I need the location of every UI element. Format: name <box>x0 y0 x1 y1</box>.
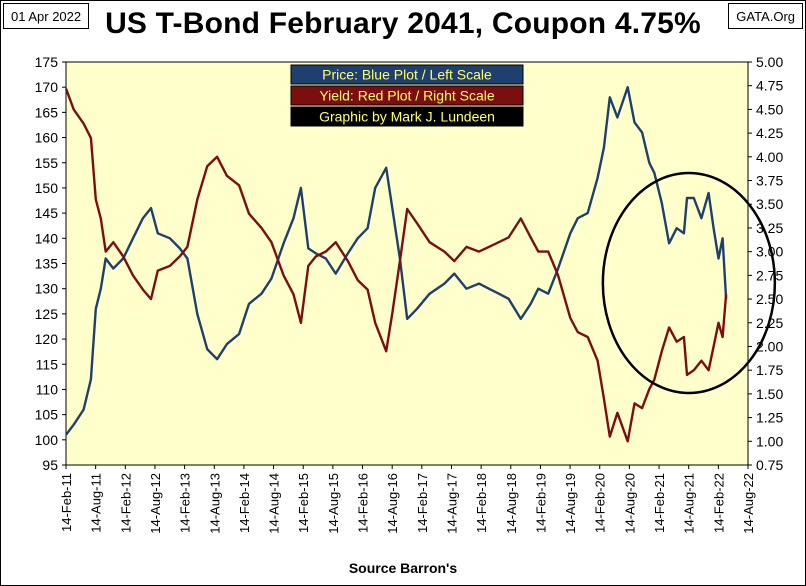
right-axis-tick-label: 2.00 <box>756 338 783 354</box>
x-axis-tick-label: 14-Aug-11 <box>89 473 104 533</box>
right-axis-tick-label: 3.00 <box>756 244 783 260</box>
chart-title: US T-Bond February 2041, Coupon 4.75% <box>105 7 701 40</box>
legend-label-1: Price: Blue Plot / Left Scale <box>322 67 492 83</box>
x-axis-tick-label: 14-Feb-21 <box>652 473 667 533</box>
left-axis-tick-label: 155 <box>35 155 59 171</box>
legend-box-1 <box>290 64 524 85</box>
x-axis-tick-label: 14-Aug-21 <box>682 473 697 534</box>
left-axis-tick-label: 100 <box>35 432 59 448</box>
legend-box-2 <box>290 85 524 106</box>
x-axis-tick-label: 14-Feb-14 <box>237 473 252 533</box>
left-axis-tick-label: 145 <box>35 205 59 221</box>
left-axis-tick-label: 95 <box>42 457 58 473</box>
left-axis-tick-label: 140 <box>35 230 59 246</box>
right-axis-tick-label: 2.50 <box>756 291 783 307</box>
left-axis-tick-label: 130 <box>35 281 59 297</box>
x-axis-label: Source Barron's <box>348 560 458 576</box>
left-axis-tick-label: 150 <box>35 180 59 196</box>
site-label: GATA.Org <box>728 3 803 29</box>
x-axis-tick-label: 14-Feb-12 <box>118 473 133 533</box>
right-axis-tick-label: 4.75 <box>756 78 783 94</box>
right-axis-tick-label: 3.25 <box>756 220 783 236</box>
legend-label-3: Graphic by Mark J. Lundeen <box>319 109 495 125</box>
plot-area <box>65 61 749 466</box>
highlight-circle <box>601 171 777 395</box>
left-axis-tick-label: 165 <box>35 104 59 120</box>
right-axis-tick-label: 1.75 <box>756 362 783 378</box>
right-axis-tick-label: 4.00 <box>756 149 783 165</box>
x-axis-tick-label: 14-Feb-15 <box>296 473 311 533</box>
right-axis-tick-label: 1.50 <box>756 386 783 402</box>
right-axis-tick-label: 3.50 <box>756 196 783 212</box>
right-axis-tick-label: 4.50 <box>756 101 783 117</box>
series-price-line <box>65 85 728 436</box>
x-axis-tick-label: 14-Aug-17 <box>444 473 459 534</box>
x-axis-tick-label: 14-Feb-11 <box>59 473 74 532</box>
left-axis-tick-label: 115 <box>36 356 59 372</box>
x-axis-tick-label: 14-Feb-13 <box>178 473 193 533</box>
date-label: 01 Apr 2022 <box>3 3 90 29</box>
right-axis-tick-label: 0.75 <box>756 457 783 473</box>
right-axis-tick-label: 1.00 <box>756 433 783 449</box>
series-yield-line <box>64 88 728 443</box>
x-axis-tick-label: 14-Aug-18 <box>504 473 519 534</box>
left-axis-tick-label: 175 <box>35 54 59 70</box>
x-axis-tick-label: 14-Feb-22 <box>711 473 726 533</box>
left-axis-tick-label: 125 <box>35 306 59 322</box>
left-axis-tick-label: 160 <box>35 130 59 146</box>
left-axis-tick-label: 105 <box>35 407 59 423</box>
x-axis-tick-label: 14-Aug-13 <box>207 473 222 534</box>
right-axis-tick-label: 2.75 <box>756 267 783 283</box>
x-axis-tick-label: 14-Aug-12 <box>148 473 163 534</box>
x-axis-tick-label: 14-Aug-15 <box>326 473 341 534</box>
x-axis-tick-label: 14-Aug-14 <box>267 473 282 534</box>
legend-label-2: Yield: Red Plot / Right Scale <box>319 88 495 104</box>
x-axis-tick-label: 14-Aug-20 <box>622 473 637 534</box>
right-axis-tick-label: 3.75 <box>756 173 783 189</box>
right-axis-tick-label: 4.25 <box>756 125 783 141</box>
x-axis-tick-label: 14-Aug-19 <box>563 473 578 534</box>
right-axis-tick-label: 1.25 <box>756 410 783 426</box>
legend-box-3 <box>290 106 524 127</box>
left-axis-tick-label: 110 <box>36 381 59 397</box>
x-axis-tick-label: 14-Feb-18 <box>474 473 489 533</box>
x-axis-tick-label: 14-Feb-16 <box>356 473 371 533</box>
right-axis-tick-label: 5.00 <box>756 54 783 70</box>
left-axis-tick-label: 135 <box>35 256 59 272</box>
x-axis-tick-label: 14-Aug-22 <box>741 473 756 534</box>
x-axis-tick-label: 14-Aug-16 <box>385 473 400 534</box>
x-axis-tick-label: 14-Feb-20 <box>593 473 608 533</box>
left-axis-tick-label: 120 <box>35 331 59 347</box>
x-axis-tick-label: 14-Feb-19 <box>533 473 548 533</box>
left-axis-tick-label: 170 <box>35 79 59 95</box>
x-axis-tick-label: 14-Feb-17 <box>415 473 430 533</box>
